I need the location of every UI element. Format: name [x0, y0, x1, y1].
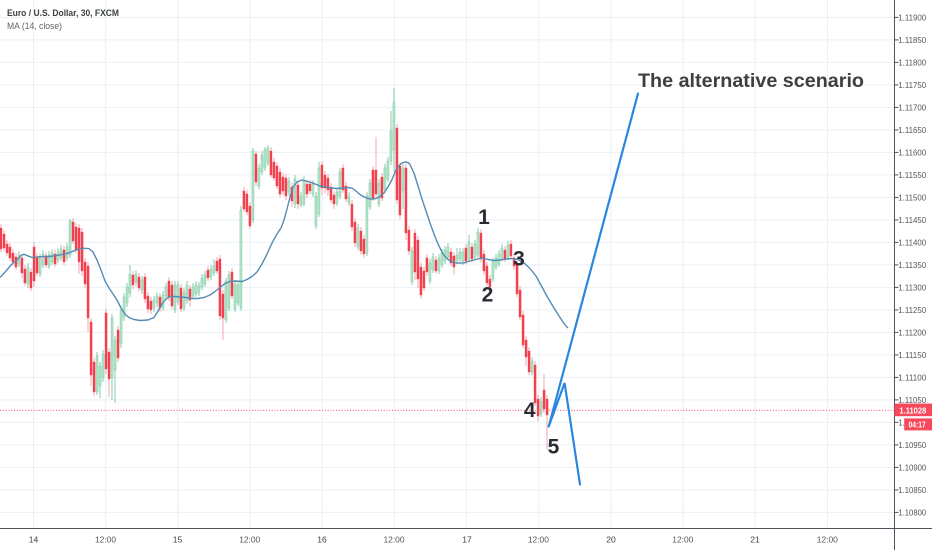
svg-text:1.11400: 1.11400: [898, 238, 926, 248]
svg-text:4: 4: [524, 399, 536, 422]
svg-text:1.11350: 1.11350: [898, 260, 926, 270]
svg-text:15: 15: [173, 535, 183, 545]
svg-text:MA (14, close): MA (14, close): [7, 21, 62, 32]
svg-text:1.10850: 1.10850: [898, 485, 926, 495]
svg-text:1: 1: [478, 206, 490, 229]
svg-text:1.11650: 1.11650: [898, 125, 926, 135]
svg-text:1.11250: 1.11250: [898, 305, 926, 315]
svg-text:12:00: 12:00: [672, 535, 693, 545]
svg-text:04:17: 04:17: [909, 420, 926, 430]
svg-text:1.11850: 1.11850: [898, 35, 926, 45]
svg-text:1.10950: 1.10950: [898, 440, 926, 450]
svg-text:1.11900: 1.11900: [898, 13, 926, 23]
svg-text:2: 2: [482, 284, 494, 307]
svg-text:1.11150: 1.11150: [898, 350, 926, 360]
svg-text:12:00: 12:00: [95, 535, 116, 545]
svg-text:21: 21: [750, 535, 760, 545]
svg-text:14: 14: [29, 535, 39, 545]
svg-text:12:00: 12:00: [528, 535, 549, 545]
svg-text:20: 20: [606, 535, 616, 545]
svg-text:1.11050: 1.11050: [898, 395, 926, 405]
svg-text:1.11550: 1.11550: [898, 170, 926, 180]
svg-text:17: 17: [462, 535, 472, 545]
svg-text:3: 3: [513, 248, 525, 271]
svg-text:5: 5: [548, 436, 560, 459]
svg-text:1.10800: 1.10800: [898, 508, 926, 518]
svg-text:1.11700: 1.11700: [898, 103, 926, 113]
svg-text:Euro / U.S. Dollar, 30, FXCM: Euro / U.S. Dollar, 30, FXCM: [7, 8, 119, 19]
svg-text:12:00: 12:00: [384, 535, 405, 545]
svg-text:12:00: 12:00: [239, 535, 260, 545]
svg-text:1.11800: 1.11800: [898, 58, 926, 68]
svg-text:The alternative scenario: The alternative scenario: [638, 71, 864, 92]
svg-text:1.11200: 1.11200: [898, 328, 926, 338]
svg-text:1.11450: 1.11450: [898, 215, 926, 225]
svg-text:1.11300: 1.11300: [898, 283, 926, 293]
svg-text:1.10900: 1.10900: [898, 463, 926, 473]
svg-text:16: 16: [317, 535, 327, 545]
svg-text:1.11750: 1.11750: [898, 80, 926, 90]
svg-text:1.11028: 1.11028: [899, 405, 926, 415]
svg-text:1.11600: 1.11600: [898, 148, 926, 158]
svg-text:1.11500: 1.11500: [898, 193, 926, 203]
svg-text:12:00: 12:00: [817, 535, 838, 545]
svg-text:1.11100: 1.11100: [898, 373, 926, 383]
